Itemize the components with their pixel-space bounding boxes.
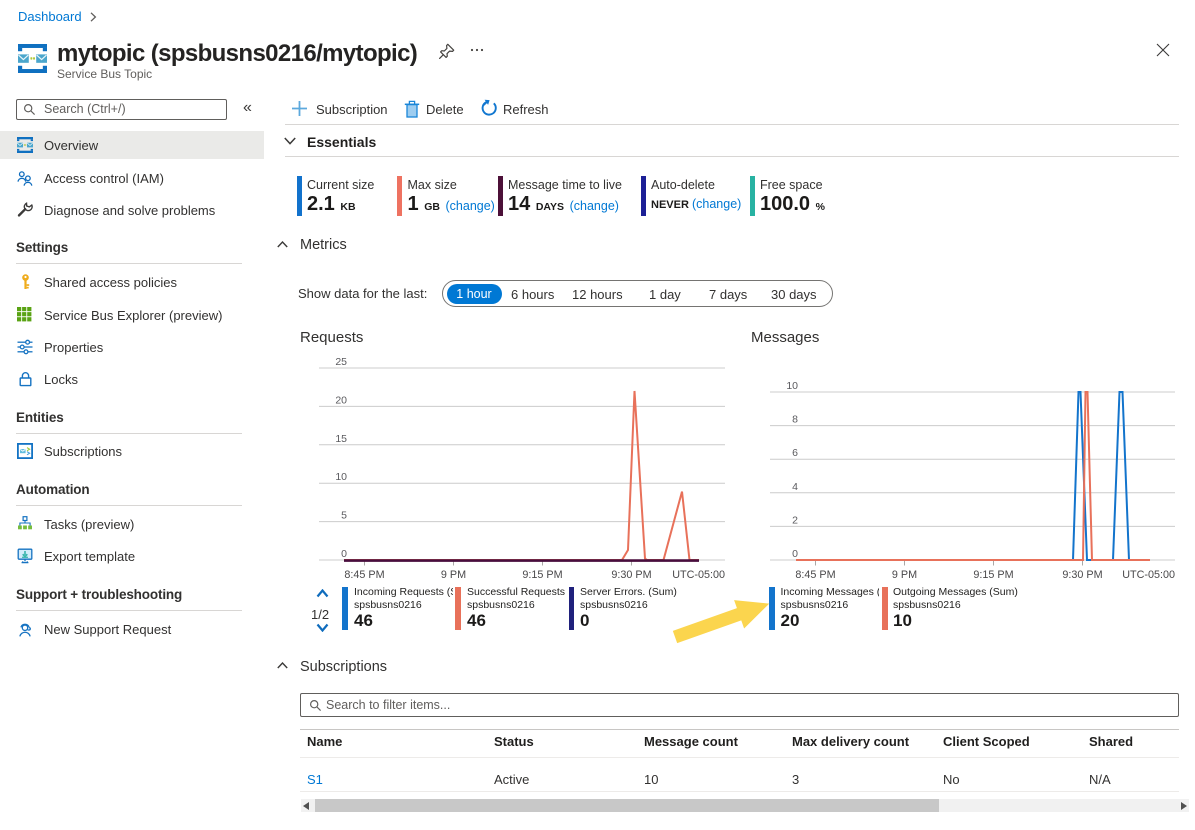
svg-text:5: 5 xyxy=(341,510,347,522)
svg-text:9:15 PM: 9:15 PM xyxy=(973,569,1013,581)
svg-text:0: 0 xyxy=(341,548,347,560)
svg-text:9 PM: 9 PM xyxy=(892,569,917,581)
svg-text:10: 10 xyxy=(335,471,347,483)
svg-text:10: 10 xyxy=(786,380,798,392)
svg-text:9:15 PM: 9:15 PM xyxy=(522,569,562,581)
svg-text:UTC-05:00: UTC-05:00 xyxy=(1122,569,1175,581)
svg-text:9:30 PM: 9:30 PM xyxy=(611,569,651,581)
svg-text:20: 20 xyxy=(335,394,347,406)
svg-text:8:45 PM: 8:45 PM xyxy=(344,569,384,581)
svg-text:2: 2 xyxy=(792,514,798,526)
svg-text:9 PM: 9 PM xyxy=(441,569,466,581)
svg-text:8: 8 xyxy=(792,414,798,426)
svg-text:8:45 PM: 8:45 PM xyxy=(795,569,835,581)
svg-text:0: 0 xyxy=(792,548,798,560)
svg-text:4: 4 xyxy=(792,481,798,493)
svg-text:25: 25 xyxy=(335,356,347,368)
svg-text:15: 15 xyxy=(335,433,347,445)
svg-text:6: 6 xyxy=(792,447,798,459)
svg-text:UTC-05:00: UTC-05:00 xyxy=(672,569,725,581)
svg-text:9:30 PM: 9:30 PM xyxy=(1062,569,1102,581)
